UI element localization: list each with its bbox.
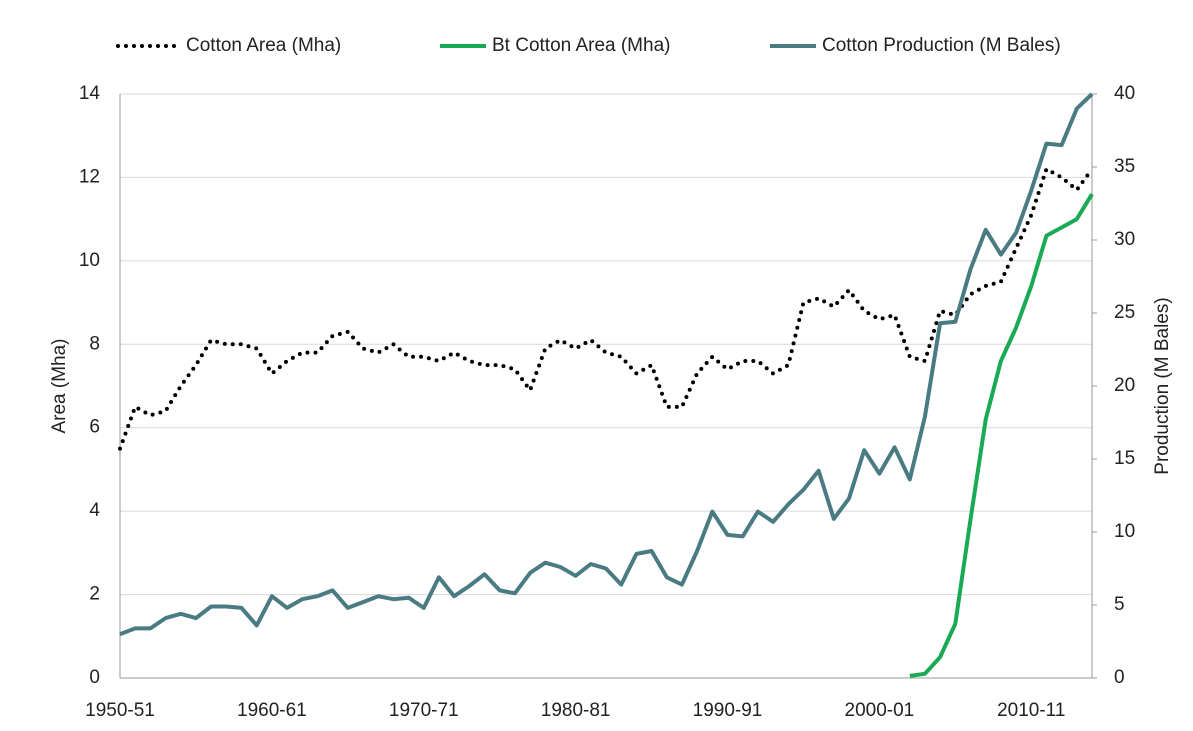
x-tick-label: 1970-71 [389, 700, 459, 721]
series-line [119, 92, 1094, 637]
y2-tick-label: 35 [1114, 156, 1135, 177]
series-line [909, 193, 1094, 678]
series-line [118, 167, 1094, 451]
x-tick-label: 1980-81 [541, 700, 611, 721]
y2-tick-label: 0 [1114, 667, 1125, 688]
y-axis-label: Area (Mha) [49, 338, 70, 433]
y2-tick-label: 20 [1114, 375, 1135, 396]
x-tick-label: 1990-91 [693, 700, 763, 721]
y2-tick-label: 25 [1114, 302, 1135, 323]
x-tick-label: 1950-51 [85, 700, 155, 721]
y-tick-label: 12 [79, 166, 100, 187]
x-tick-label: 2010-11 [997, 700, 1065, 721]
y2-tick-label: 30 [1114, 229, 1135, 250]
y-tick-label: 8 [89, 333, 100, 354]
y-tick-label: 6 [89, 417, 100, 438]
y2-axis-label: Production (M Bales) [1152, 297, 1173, 474]
legend-label: Cotton Area (Mha) [186, 35, 341, 56]
y-tick-label: 14 [79, 83, 101, 104]
x-tick-label: 2000-01 [845, 700, 915, 721]
y-tick-label: 2 [89, 584, 100, 605]
legend-label: Bt Cotton Area (Mha) [492, 35, 670, 56]
y2-tick-label: 5 [1114, 594, 1125, 615]
y2-tick-label: 40 [1114, 83, 1135, 104]
x-tick-label: 1960-61 [237, 700, 307, 721]
y-tick-label: 10 [79, 250, 100, 271]
legend-label: Cotton Production (M Bales) [822, 35, 1061, 56]
y-tick-label: 0 [89, 667, 100, 688]
y2-tick-label: 15 [1114, 448, 1135, 469]
y-tick-label: 4 [89, 500, 100, 521]
y2-tick-label: 10 [1114, 521, 1135, 542]
